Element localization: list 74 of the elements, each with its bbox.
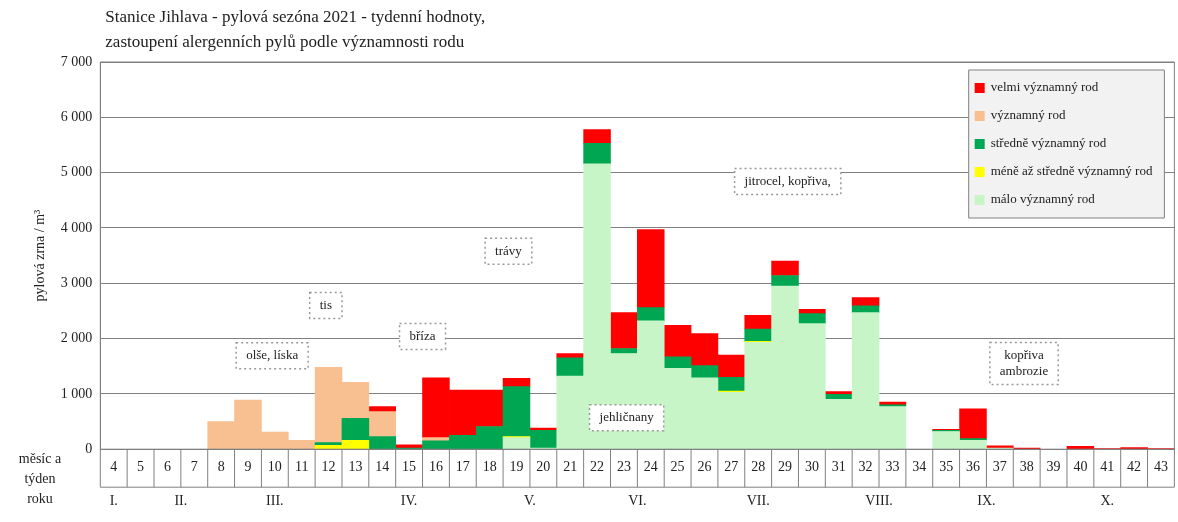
text: V. [524,492,536,508]
x-tick-label: 22 [590,459,605,475]
x-tick-label: 40 [1073,459,1088,475]
x-tick-label: 11 [294,459,309,475]
annotation: kopřiva ambrozie [999,346,1049,378]
x-tick-label: 26 [697,459,712,475]
x-tick-label: 36 [966,459,980,475]
x-tick-label: 38 [1019,459,1034,475]
x-tick-label: 18 [482,459,497,475]
chart-subtitle: zastoupení alergenních pylů podle významnosti rodu [105,32,465,51]
y-tick-label: 0 [85,440,93,456]
x-tick-label: 10 [267,459,282,475]
chart-title: Stanice Jihlava - pylová sezóna 2021 - tydenní hodnoty, [105,7,486,26]
x-tick-label: 43 [1153,459,1168,475]
x-tick-label: 17 [455,459,470,475]
x-tick-label: 34 [912,459,927,475]
x-tick-label: 24 [643,459,658,475]
x-tick-label: 5 [137,459,145,475]
x-tick-label: 7 [190,459,198,475]
text: III. [266,492,284,508]
annotation: olše, líska [246,347,299,363]
x-tick-label: 23 [616,459,631,475]
annotation: jitrocel, kopřiva, [743,172,831,188]
legend-label: významný rod [990,107,1066,123]
y-axis-title: pylová zrna / m³ [32,209,48,302]
x-tick-label: 39 [1046,459,1061,475]
x-tick-label: 28 [751,459,766,475]
annotation: jehličnany [598,409,655,425]
text: IX. [977,492,996,508]
text: VI. [628,492,647,508]
x-tick-label: 9 [244,459,252,475]
x-tick-label: 14 [375,459,390,475]
x-tick-label: 6 [163,459,171,475]
x-tick-label: 37 [992,459,1007,475]
x-axis-title: měsíc a týden roku [18,450,62,506]
annotation: trávy [495,242,523,258]
x-tick-label: 25 [670,459,685,475]
text: VIII. [865,492,893,508]
legend-label: velmi významný rod [990,79,1099,95]
legend-label: středně významný rod [990,135,1107,151]
text: VII. [746,492,770,508]
text: IV. [400,492,418,508]
y-tick-label: 4 000 [60,219,93,235]
annotation: bříza [409,327,436,343]
x-tick-label: 32 [858,459,873,475]
x-tick-label: 27 [724,459,739,475]
y-tick-label: 7 000 [60,53,93,69]
x-tick-label: 21 [563,459,578,475]
x-tick-label: 42 [1127,459,1142,475]
x-tick-label: 35 [939,459,954,475]
y-tick-label: 6 000 [60,108,93,124]
y-tick-label: 2 000 [60,330,93,346]
legend-label: méně až středně významný rod [990,163,1153,179]
x-tick-label: 16 [428,459,443,475]
text: X. [1100,492,1115,508]
x-tick-label: 31 [831,459,846,475]
y-tick-label: 3 000 [60,274,93,290]
x-tick-label: 12 [321,459,336,475]
text: I. [109,492,118,508]
x-tick-label: 29 [778,459,793,475]
x-tick-label: 33 [885,459,900,475]
legend-label: málo významný rod [990,191,1096,207]
x-tick-label: 30 [804,459,819,475]
x-tick-label: 4 [110,459,118,475]
y-tick-label: 5 000 [60,164,93,180]
annotation: tis [319,296,333,312]
x-tick-label: 41 [1100,459,1115,475]
x-tick-label: 13 [348,459,363,475]
y-tick-label: 1 000 [60,385,93,401]
x-tick-label: 20 [536,459,551,475]
x-tick-label: 19 [509,459,524,475]
text: II. [174,492,188,508]
x-tick-label: 8 [217,459,225,475]
x-tick-label: 15 [402,459,417,475]
